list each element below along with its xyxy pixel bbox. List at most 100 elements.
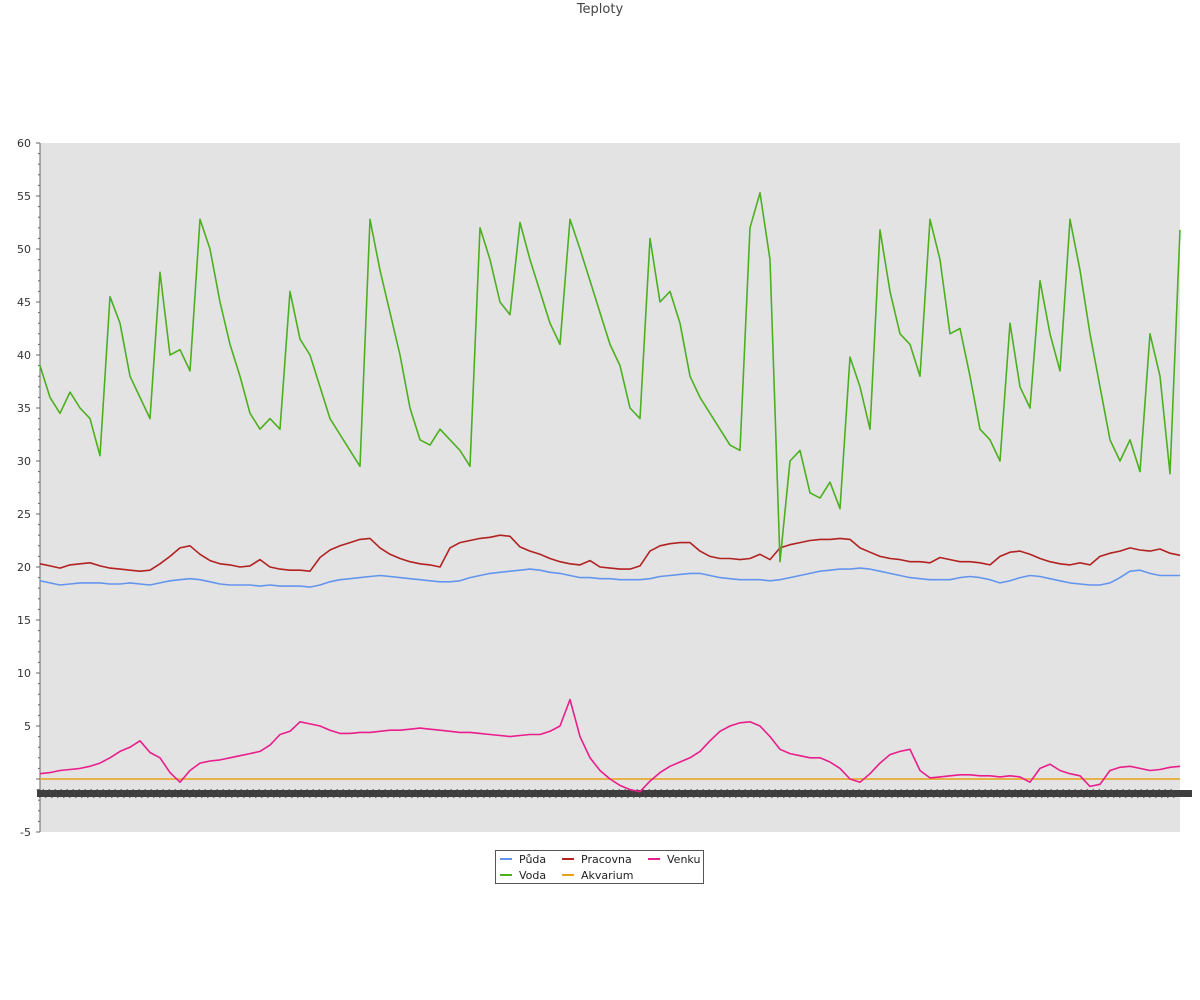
x-tick-label-mark xyxy=(1056,788,1061,799)
x-tick-label-mark xyxy=(312,788,317,799)
x-tick-label-mark xyxy=(1062,788,1067,799)
x-tick-label-mark xyxy=(708,788,713,799)
x-tick-label-mark xyxy=(1128,788,1133,799)
x-tick-label-mark xyxy=(162,788,167,799)
x-tick-label-mark xyxy=(240,788,245,799)
legend-label: Voda xyxy=(519,869,547,882)
x-tick-label-mark xyxy=(732,788,737,799)
x-tick-label-mark xyxy=(762,788,767,799)
x-tick-label-mark xyxy=(780,788,785,799)
x-tick-label-mark xyxy=(1158,788,1163,799)
x-tick-label-mark xyxy=(714,788,719,799)
y-tick-label: 45 xyxy=(17,296,31,309)
legend-label: Venku xyxy=(667,853,701,866)
y-axis: -5 5 10 15 20 25 30 35 40 45 50 55 60 xyxy=(17,137,41,839)
x-tick-label-mark xyxy=(1140,788,1145,799)
x-tick-label-mark xyxy=(1170,788,1175,799)
x-tick-label-mark xyxy=(90,788,95,799)
x-tick-label-mark xyxy=(366,788,371,799)
x-tick-label-mark xyxy=(258,788,263,799)
x-tick-label-mark xyxy=(150,788,155,799)
x-tick-label-mark xyxy=(600,788,605,799)
x-tick-label-mark xyxy=(114,788,119,799)
x-tick-label-mark xyxy=(408,788,413,799)
chart-title: Teploty xyxy=(576,2,624,17)
x-tick-label-mark xyxy=(1164,788,1169,799)
x-tick-label-mark xyxy=(1116,788,1121,799)
x-tick-label-mark xyxy=(894,788,899,799)
y-tick-label: 35 xyxy=(17,402,31,415)
x-tick-label-mark xyxy=(1050,788,1055,799)
x-tick-label-mark xyxy=(606,788,611,799)
x-tick-label-mark xyxy=(588,788,593,799)
x-tick-label-mark xyxy=(1008,788,1013,799)
x-tick-label-mark xyxy=(432,788,437,799)
x-tick-label-mark xyxy=(180,788,185,799)
x-tick-label-mark xyxy=(330,788,335,799)
legend-swatch xyxy=(562,858,574,860)
x-tick-label-mark xyxy=(624,788,629,799)
x-tick-label-mark xyxy=(144,788,149,799)
x-tick-label-mark xyxy=(972,788,977,799)
x-tick-label-mark xyxy=(120,788,125,799)
series-line-puda xyxy=(39,567,1180,588)
x-tick-label-mark xyxy=(84,788,89,799)
x-tick-label-mark xyxy=(396,788,401,799)
x-tick-label-mark xyxy=(804,788,809,799)
x-tick-label-mark xyxy=(690,788,695,799)
y-tick-label: 5 xyxy=(24,720,31,733)
x-tick-label-mark xyxy=(852,788,857,799)
x-tick-label-mark xyxy=(828,788,833,799)
x-tick-label-mark xyxy=(1014,788,1019,799)
x-tick-label-mark xyxy=(444,788,449,799)
y-tick-label: -5 xyxy=(20,826,31,839)
x-tick-label-mark xyxy=(810,788,815,799)
x-tick-label-mark xyxy=(372,788,377,799)
x-tick-label-mark xyxy=(1104,788,1109,799)
x-tick-label-mark xyxy=(1152,788,1157,799)
x-tick-label-mark xyxy=(1086,788,1091,799)
x-tick-label-mark xyxy=(348,788,353,799)
plot-area xyxy=(40,143,1180,832)
series-layer xyxy=(39,192,1181,793)
x-tick-label-mark xyxy=(1146,788,1151,799)
x-tick-label-mark xyxy=(1134,788,1139,799)
x-tick-label-mark xyxy=(1002,788,1007,799)
y-tick-label: 55 xyxy=(17,190,31,203)
x-tick-label-mark xyxy=(666,788,671,799)
y-tick-label: 30 xyxy=(17,455,31,468)
series-line-voda xyxy=(39,192,1181,563)
x-tick-label-mark xyxy=(1074,788,1079,799)
x-tick-label-mark xyxy=(966,788,971,799)
x-tick-label-mark xyxy=(138,788,143,799)
x-tick-label-mark xyxy=(768,788,773,799)
x-tick-label-mark xyxy=(540,788,545,799)
x-tick-label-mark xyxy=(198,788,203,799)
x-tick-label-mark xyxy=(264,788,269,799)
x-tick-label-mark xyxy=(246,788,251,799)
x-tick-label-mark xyxy=(222,788,227,799)
x-tick-label-mark xyxy=(1098,788,1103,799)
x-tick-label-mark xyxy=(378,788,383,799)
x-tick-label-mark xyxy=(570,788,575,799)
x-tick-label-mark xyxy=(1020,788,1025,799)
x-tick-label-mark xyxy=(60,788,65,799)
x-tick-label-mark xyxy=(948,788,953,799)
x-tick-label-mark xyxy=(582,788,587,799)
x-tick-label-mark xyxy=(618,788,623,799)
x-tick-label-mark xyxy=(282,788,287,799)
x-tick-label-mark xyxy=(678,788,683,799)
x-tick-label-mark xyxy=(234,788,239,799)
x-tick-label-mark xyxy=(642,788,647,799)
y-tick-label: 25 xyxy=(17,508,31,521)
x-axis-tick-band xyxy=(36,788,1192,799)
x-tick-label-mark xyxy=(42,788,47,799)
x-tick-label-mark xyxy=(522,788,527,799)
x-tick-label-mark xyxy=(684,788,689,799)
x-tick-label-mark xyxy=(294,788,299,799)
x-tick-label-mark xyxy=(696,788,701,799)
x-tick-label-mark xyxy=(864,788,869,799)
x-tick-label-mark xyxy=(534,788,539,799)
x-tick-label-mark xyxy=(918,788,923,799)
y-tick-label: 15 xyxy=(17,614,31,627)
